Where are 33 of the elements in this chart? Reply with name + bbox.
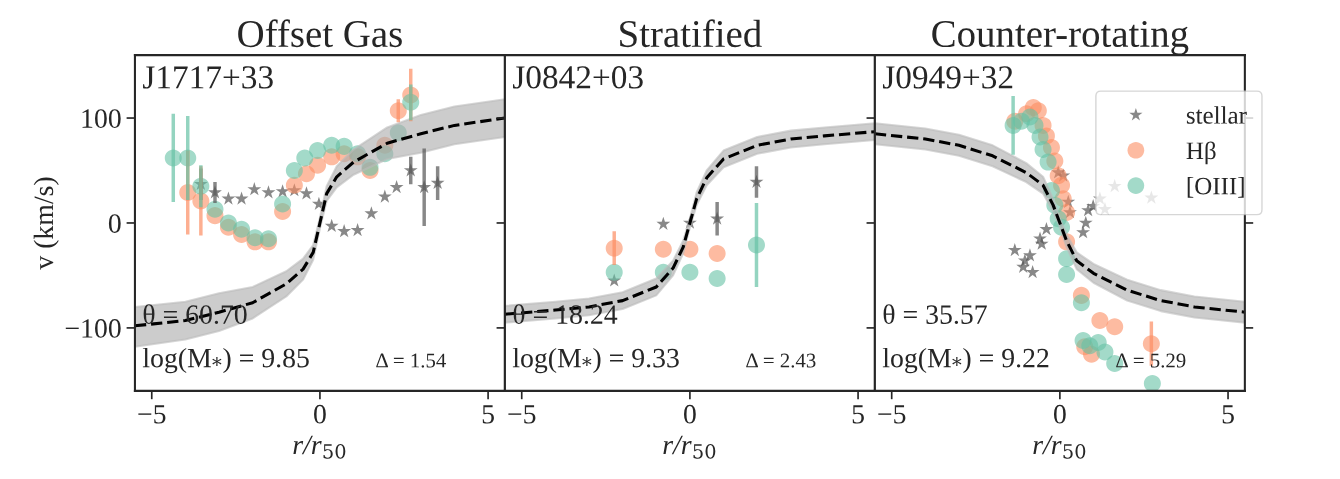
annotation: log(M$_{*}$) = 9.85 — [142, 347, 309, 374]
annotation: Δ = 1.54 — [376, 353, 446, 368]
x-axis-title: r/r$_{50}$ — [1033, 435, 1086, 459]
annotation: J0842+03 — [513, 66, 643, 89]
annotation: Δ = 2.43 — [746, 353, 816, 368]
chart-title: Counter-rotating — [932, 20, 1189, 56]
chart-title: Stratified — [620, 19, 762, 48]
x-tick-label: 5 — [1222, 405, 1234, 424]
chart-title: Offset Gas — [238, 19, 402, 48]
y-axis-title: v (km/s) — [33, 177, 59, 270]
annotation: θ = 35.57 — [883, 304, 987, 325]
x-tick-label: 0 — [1053, 404, 1066, 424]
x-tick-label: 0 — [684, 404, 696, 424]
x-tick-label: −5 — [878, 405, 906, 424]
annotation: log(M$_{*}$) = 9.33 — [512, 347, 679, 374]
legend-label: Hβ — [1186, 141, 1216, 165]
x-tick-label: 0 — [314, 404, 326, 424]
annotation: J1717+33 — [143, 66, 273, 89]
annotation: J0949+32 — [882, 66, 1013, 89]
annotation: θ = 18.24 — [513, 304, 618, 325]
x-tick-label: 5 — [852, 405, 864, 424]
y-tick-label: −100 — [65, 319, 121, 338]
annotation: Δ = 5.29 — [1116, 353, 1186, 368]
x-tick-label: −5 — [508, 405, 536, 424]
x-tick-label: −5 — [138, 405, 166, 424]
legend-label: stellar — [1186, 106, 1247, 124]
y-tick-label: 100 — [82, 109, 121, 128]
x-tick-label: 5 — [482, 405, 494, 424]
annotation: log(M$_{*}$) = 9.22 — [882, 347, 1049, 374]
x-axis-title: r/r$_{50}$ — [663, 435, 716, 459]
legend-label: [OIII] — [1187, 176, 1244, 198]
x-axis-title: r/r$_{50}$ — [293, 435, 346, 459]
y-tick-label: 0 — [108, 214, 121, 233]
